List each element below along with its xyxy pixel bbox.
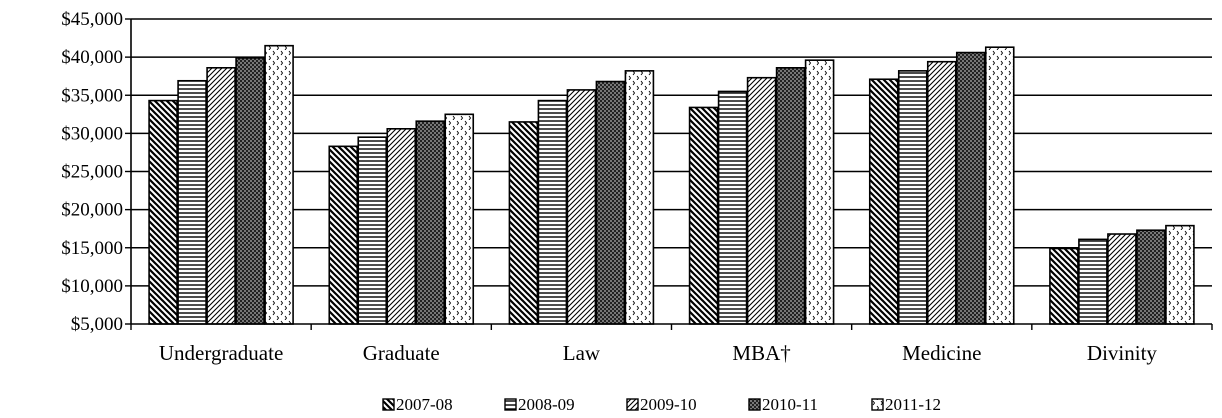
legend-swatch: [504, 398, 517, 411]
bar-2008-09-Divinity: [1078, 238, 1108, 325]
bar-2009-10-MBA†: [746, 76, 777, 325]
bar-2007-08-Graduate: [328, 145, 359, 325]
bar-2010-11-Graduate: [415, 120, 446, 325]
x-category-label: Divinity: [1087, 341, 1158, 365]
bar-2008-09-Law: [537, 99, 568, 325]
legend-label: 2011-12: [885, 395, 941, 414]
legend-label: 2010-11: [762, 395, 818, 414]
y-tick-label: $35,000: [61, 85, 123, 106]
bar-2010-11-MBA†: [775, 67, 806, 325]
bar-2010-11-Law: [595, 80, 626, 325]
bar-2007-08-Medicine: [868, 78, 899, 325]
bar-2011-12-Divinity: [1165, 224, 1195, 325]
legend-swatch: [871, 398, 884, 411]
bar-2010-11-Undergraduate: [235, 57, 265, 325]
y-tick-label: $20,000: [61, 200, 123, 221]
legend-label: 2009-10: [640, 395, 697, 414]
bar-2011-12-Undergraduate: [264, 44, 294, 325]
axes: [130, 19, 1213, 330]
bar-2007-08-MBA†: [688, 106, 719, 325]
bar-2009-10-Undergraduate: [206, 67, 236, 325]
x-category-label: Medicine: [902, 341, 981, 365]
bar-2008-09-Undergraduate: [177, 79, 207, 325]
gridlines: [125, 18, 1212, 325]
y-tick-label: $30,000: [61, 123, 123, 144]
y-tick-label: $45,000: [61, 9, 123, 30]
x-category-label: Graduate: [363, 341, 440, 365]
bar-2007-08-Law: [508, 121, 539, 325]
bar-2009-10-Medicine: [926, 60, 957, 325]
bar-2011-12-Law: [624, 70, 655, 325]
bar-2009-10-Divinity: [1107, 233, 1137, 325]
bar-2007-08-Undergraduate: [148, 99, 178, 325]
bar-2008-09-Graduate: [357, 136, 388, 325]
bar-2011-12-Medicine: [984, 46, 1015, 325]
y-axis-tick-labels: $5,000 $10,000 $15,000 $20,000 $25,000 $30,00…: [61, 9, 123, 335]
bar-2009-10-Law: [566, 89, 597, 325]
y-tick-label: $15,000: [61, 238, 123, 259]
y-tick-label: $5,000: [71, 314, 123, 335]
y-tick-label: $10,000: [61, 276, 123, 297]
bar-2010-11-Medicine: [955, 51, 986, 325]
bars: [148, 44, 1195, 325]
bar-2008-09-Medicine: [897, 70, 928, 325]
legend-label: 2008-09: [518, 395, 575, 414]
bar-2010-11-Divinity: [1136, 229, 1166, 325]
legend-label: 2007-08: [396, 395, 453, 414]
x-axis-category-labels: Undergraduate Graduate Law MBA† Medicine Divi…: [159, 341, 1158, 365]
legend-swatch: [748, 398, 761, 411]
legend-swatch: [626, 398, 639, 411]
bar-2011-12-MBA†: [804, 59, 835, 325]
x-category-label: Law: [563, 341, 601, 365]
legend-swatch: [382, 398, 395, 411]
bar-2008-09-MBA†: [717, 90, 748, 325]
y-tick-label: $40,000: [61, 47, 123, 68]
x-category-label: MBA†: [732, 341, 790, 365]
bar-2007-08-Divinity: [1049, 247, 1079, 325]
bar-2011-12-Graduate: [444, 113, 475, 325]
x-category-label: Undergraduate: [159, 341, 283, 365]
legend: 2007-08 2008-09 2009-10 2010-11 2011-12: [382, 395, 941, 414]
y-tick-label: $25,000: [61, 162, 123, 183]
bar-2009-10-Graduate: [386, 128, 417, 325]
